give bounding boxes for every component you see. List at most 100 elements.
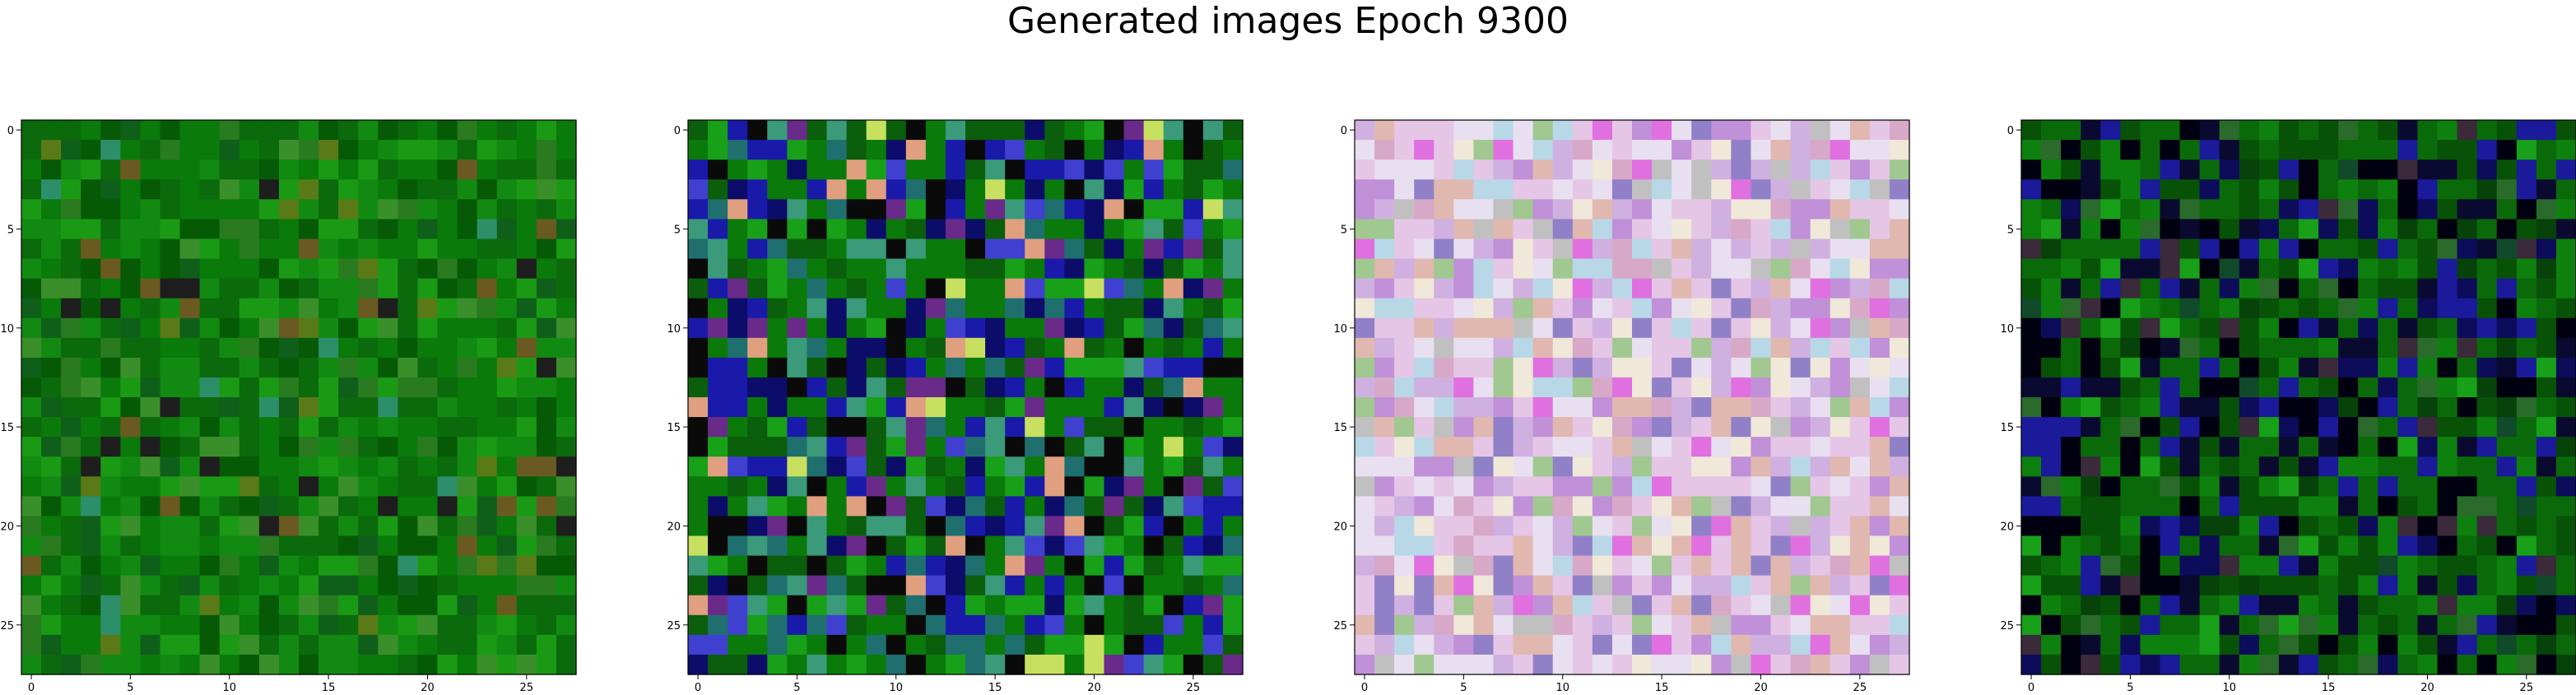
pixel <box>258 417 280 438</box>
pixel <box>219 417 240 438</box>
pixel <box>2239 535 2260 557</box>
pixel <box>2219 298 2240 319</box>
pixel <box>708 397 728 418</box>
pixel <box>1572 516 1593 537</box>
pixel <box>708 614 728 636</box>
pixel <box>2358 476 2378 497</box>
pixel <box>2081 614 2101 636</box>
pixel <box>1183 298 1204 319</box>
pixel <box>536 417 557 438</box>
pixel <box>1025 456 1045 477</box>
pixel <box>925 595 946 616</box>
pixel <box>81 199 101 220</box>
pixel <box>21 357 42 378</box>
pixel <box>1572 199 1593 220</box>
pixel <box>1005 140 1025 160</box>
pixel <box>1611 575 1633 596</box>
pixel <box>496 357 518 378</box>
pixel <box>2378 575 2398 596</box>
pixel <box>100 160 121 180</box>
pixel <box>338 417 359 438</box>
pixel <box>925 654 946 675</box>
pixel <box>2496 199 2518 220</box>
pixel <box>160 219 181 240</box>
pixel <box>417 476 439 497</box>
pixel <box>1005 417 1025 438</box>
pixel <box>378 555 398 577</box>
pixel <box>2299 595 2319 616</box>
pixel <box>2021 535 2042 557</box>
pixel <box>787 595 808 616</box>
pixel <box>2476 634 2498 656</box>
pixel <box>1652 535 1672 557</box>
pixel <box>21 120 42 141</box>
pixel <box>1672 397 1692 418</box>
pixel <box>1084 120 1105 141</box>
pixel <box>826 535 848 557</box>
pixel <box>1672 160 1692 180</box>
pixel <box>417 634 439 656</box>
pixel <box>1202 219 1224 240</box>
pixel <box>2318 476 2339 497</box>
pixel <box>2061 595 2081 616</box>
pixel <box>925 258 946 280</box>
pixel <box>2278 417 2299 438</box>
pixel <box>2179 298 2201 319</box>
pixel <box>81 575 101 596</box>
pixel <box>536 120 557 141</box>
pixel <box>536 160 557 180</box>
pixel <box>199 614 221 636</box>
pixel <box>1572 595 1593 616</box>
pixel <box>1025 179 1045 200</box>
y-tick-label: 25 <box>667 620 681 632</box>
pixel <box>2476 317 2498 339</box>
pixel <box>1652 179 1672 200</box>
pixel <box>886 239 907 260</box>
pixel <box>2278 120 2299 141</box>
pixel <box>1104 120 1125 141</box>
pixel <box>41 476 62 497</box>
pixel <box>2041 634 2062 656</box>
pixel <box>1453 357 1475 378</box>
pixel <box>1770 199 1792 220</box>
pixel <box>536 377 557 398</box>
pixel <box>1849 219 1871 240</box>
pixel <box>1493 219 1514 240</box>
pixel <box>2120 397 2141 418</box>
pixel <box>1751 239 1772 260</box>
pixel <box>2417 140 2439 160</box>
pixel <box>767 219 788 240</box>
pixel <box>1394 654 1415 675</box>
pixel <box>1592 575 1613 596</box>
pixel <box>2496 654 2518 675</box>
pixel <box>2397 456 2419 477</box>
pixel <box>787 397 808 418</box>
pixel <box>866 535 887 557</box>
pixel <box>1434 476 1454 497</box>
pixel <box>1552 516 1574 537</box>
pixel <box>477 535 498 557</box>
pixel <box>398 654 419 675</box>
x-tick-label: 15 <box>988 682 1002 694</box>
pixel <box>1770 516 1792 537</box>
pixel <box>985 397 1006 418</box>
pixel <box>179 437 201 457</box>
pixel <box>826 595 848 616</box>
pixel <box>319 614 339 636</box>
pixel <box>2417 278 2439 299</box>
pixel <box>1104 437 1125 457</box>
pixel <box>1572 456 1593 477</box>
pixel <box>319 654 339 675</box>
pixel <box>1790 417 1811 438</box>
pixel <box>2278 179 2299 200</box>
pixel <box>457 239 478 260</box>
pixel <box>1552 160 1574 180</box>
pixel <box>1143 337 1165 359</box>
pixel <box>1652 337 1672 359</box>
pixel <box>2516 199 2537 220</box>
pixel <box>2239 595 2260 616</box>
pixel <box>140 496 161 517</box>
pixel <box>1830 160 1851 180</box>
pixel <box>496 575 518 596</box>
pixel <box>1355 199 1375 220</box>
